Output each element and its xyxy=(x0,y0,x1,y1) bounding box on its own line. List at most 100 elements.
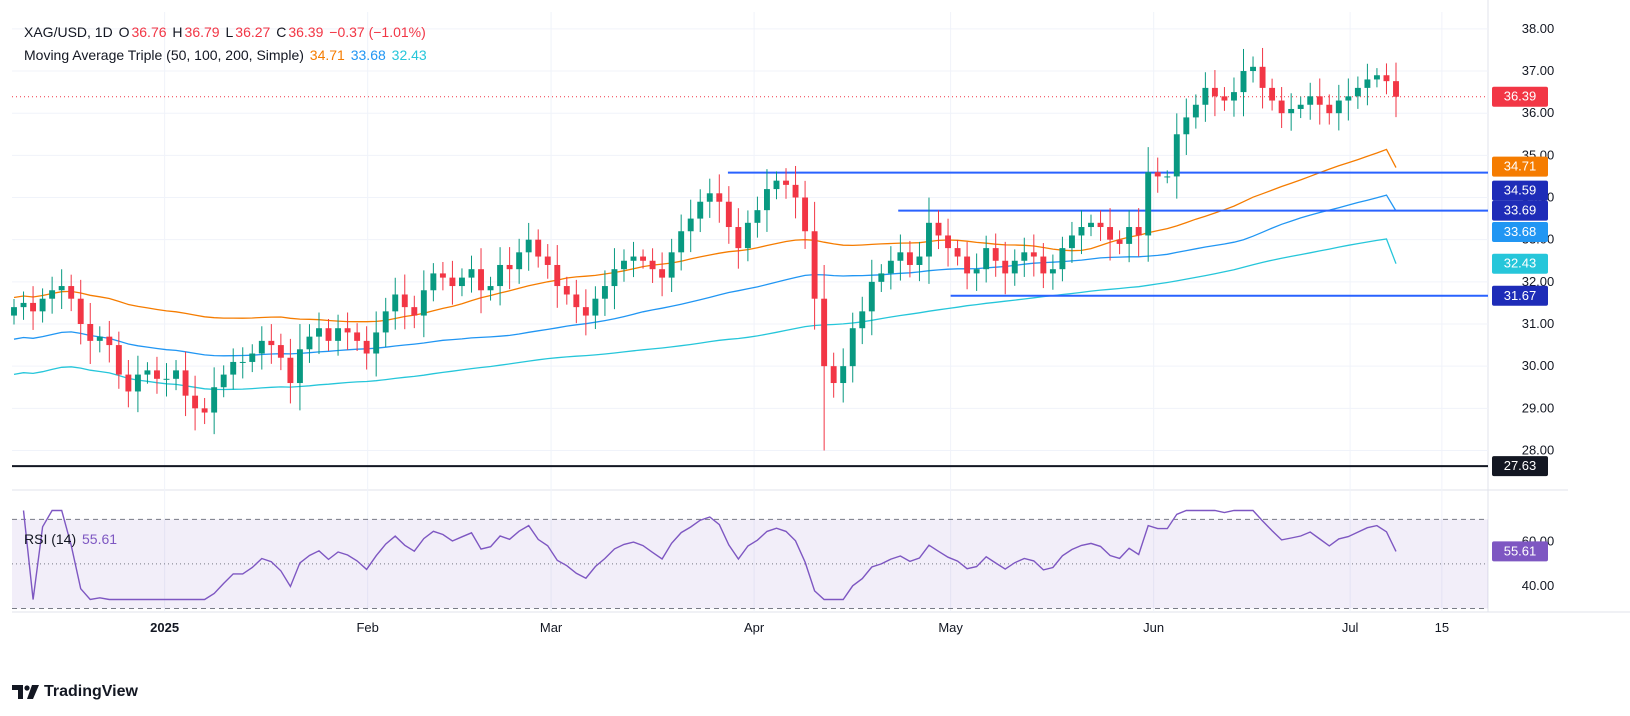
candle-body xyxy=(1202,87,1209,105)
candle-body xyxy=(192,395,199,409)
candle-body xyxy=(106,336,113,346)
candle-body xyxy=(1002,260,1009,274)
candle-body xyxy=(1145,172,1152,236)
candle-body xyxy=(459,277,465,287)
candle-body xyxy=(1316,96,1323,105)
candle-body xyxy=(601,286,608,299)
ma-title: Moving Average Triple (50, 100, 200, Sim… xyxy=(24,47,304,63)
candle-body xyxy=(163,378,170,380)
tradingview-logo[interactable]: TradingView xyxy=(12,683,138,701)
candle-body xyxy=(1021,252,1028,261)
candle-body xyxy=(1154,172,1161,177)
candle-body xyxy=(954,248,961,257)
candle-body xyxy=(87,324,94,341)
candle-body xyxy=(1097,222,1104,228)
candle-body xyxy=(39,298,46,312)
price-tags: 36.39 34.71 34.59 33.69 33.68 32.43 31.67 27.63… xyxy=(1492,86,1548,562)
candle-body xyxy=(973,269,980,274)
candle-body xyxy=(697,201,704,219)
ma-legend: Moving Average Triple (50, 100, 200, Sim… xyxy=(24,47,429,63)
candle-body xyxy=(802,197,809,232)
candle-body xyxy=(382,311,389,333)
moving-averages xyxy=(13,148,1397,391)
candle-body xyxy=(77,298,84,324)
rsi-title: RSI (14) xyxy=(24,531,77,547)
candle-body xyxy=(182,370,189,396)
candle-body xyxy=(821,298,828,367)
candle-body xyxy=(230,361,237,375)
candle-body xyxy=(1192,104,1199,118)
candle-body xyxy=(964,256,971,274)
candle-body xyxy=(1183,117,1190,135)
rsi-tick-label: 40.00 xyxy=(1522,578,1555,593)
candle-body xyxy=(296,349,303,384)
ma50-tag-bg xyxy=(1492,156,1548,177)
candle-body xyxy=(487,286,494,291)
candle-body xyxy=(20,302,27,308)
candle-body xyxy=(621,260,627,270)
candle-body xyxy=(840,366,847,384)
horizontal-levels xyxy=(12,96,1488,468)
candle-body xyxy=(468,269,475,278)
candle-body xyxy=(335,328,342,341)
candle-body xyxy=(277,345,284,358)
x-tick-label: Jul xyxy=(1342,620,1359,635)
rsi-pane xyxy=(12,509,1488,609)
ma200-tag: 32.43 xyxy=(1504,256,1537,271)
y-tick-label: 36.00 xyxy=(1522,105,1555,120)
candle-body xyxy=(916,256,923,265)
rsi-tag: 55.61 xyxy=(1504,543,1537,558)
candle-body xyxy=(611,269,618,287)
candle-body xyxy=(96,336,103,341)
candle-body xyxy=(1126,227,1133,244)
support-tag: 27.63 xyxy=(1504,458,1537,473)
candle-body xyxy=(573,294,580,308)
grid-lines xyxy=(12,0,1630,613)
candle-body xyxy=(392,294,399,312)
candle-body xyxy=(1307,96,1314,105)
candle-body xyxy=(868,281,875,312)
candle-body xyxy=(344,328,351,333)
candle-body xyxy=(420,290,427,316)
candle-body xyxy=(134,374,141,392)
candle-body xyxy=(563,286,570,295)
low-label: L xyxy=(225,24,234,40)
candle-body xyxy=(354,332,361,341)
ma100-line xyxy=(13,194,1397,357)
rsi-legend: RSI (14) 55.61 xyxy=(24,531,119,547)
candle-body xyxy=(716,193,723,202)
level-tag-bg xyxy=(1492,200,1548,221)
high-label: H xyxy=(172,24,183,40)
candle-body xyxy=(1011,260,1018,274)
candle-body xyxy=(906,252,913,265)
y-tick-label: 29.00 xyxy=(1522,400,1555,415)
candle-body xyxy=(1059,248,1066,270)
candle-body xyxy=(1107,227,1114,240)
candle-body xyxy=(783,180,789,185)
candle-body xyxy=(68,286,75,299)
candle-body xyxy=(945,235,951,249)
candle-body xyxy=(830,366,837,384)
candle-body xyxy=(49,290,56,299)
candle-body xyxy=(897,252,904,261)
candle-body xyxy=(926,222,932,257)
candle-body xyxy=(544,256,551,265)
candle-body xyxy=(1164,176,1171,178)
candle-body xyxy=(1030,252,1037,257)
candle-body xyxy=(1088,222,1094,228)
candle-body xyxy=(1221,96,1228,101)
y-tick-label: 38.00 xyxy=(1522,21,1555,36)
candlesticks xyxy=(11,47,1399,451)
y-tick-label: 31.00 xyxy=(1522,316,1555,331)
level-tag: 33.69 xyxy=(1504,203,1537,218)
x-tick-label: May xyxy=(938,620,963,635)
candle-body xyxy=(449,277,456,287)
change-value: −0.37 (−1.01%) xyxy=(329,24,426,40)
candle-body xyxy=(58,286,65,291)
rsi-line xyxy=(22,509,1397,601)
level-tag: 31.67 xyxy=(1504,288,1537,303)
time-axis: 2025 Feb Mar Apr May Jun Jul 15 xyxy=(150,620,1449,635)
candle-body xyxy=(30,302,37,312)
candle-body xyxy=(1250,66,1256,72)
x-tick-label: 15 xyxy=(1435,620,1449,635)
